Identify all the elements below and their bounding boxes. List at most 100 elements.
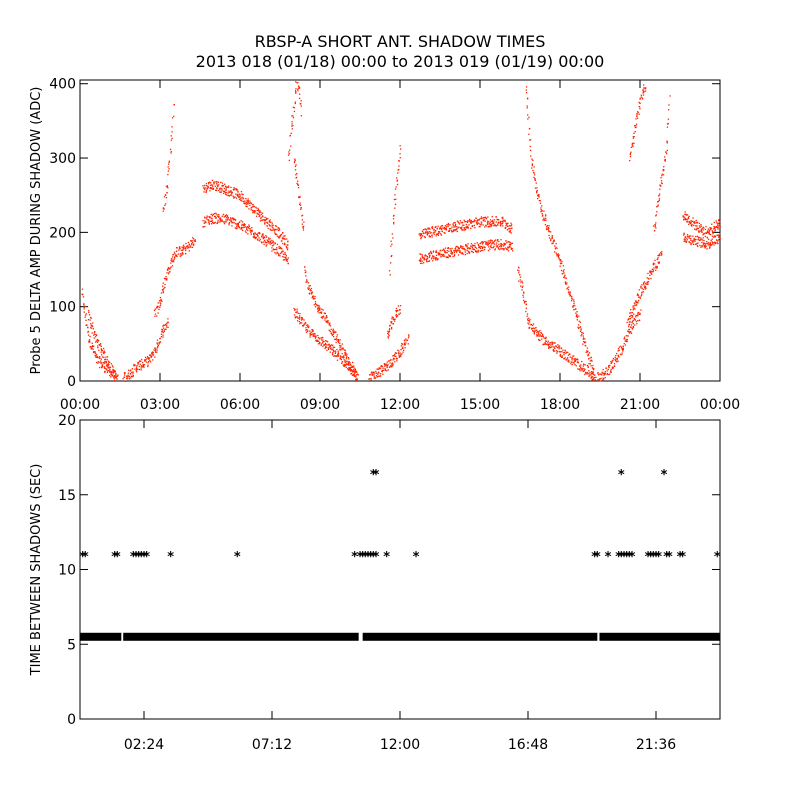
data-point — [641, 287, 643, 289]
data-point — [445, 252, 447, 254]
data-point — [174, 257, 176, 259]
data-point — [392, 218, 395, 220]
data-point — [456, 250, 458, 252]
data-point — [283, 256, 285, 258]
asterisk-point: * — [79, 550, 86, 565]
data-point — [440, 227, 442, 230]
data-point — [314, 295, 316, 298]
data-point — [355, 371, 357, 373]
data-point — [525, 300, 527, 303]
data-point — [719, 221, 721, 223]
data-point — [646, 277, 648, 279]
data-point — [340, 349, 342, 351]
data-point — [115, 377, 117, 379]
data-point — [550, 342, 552, 344]
data-point — [617, 360, 619, 362]
data-point — [615, 355, 617, 357]
data-point — [95, 354, 97, 356]
data-point — [334, 338, 336, 340]
data-point — [579, 368, 581, 370]
data-point — [205, 183, 208, 185]
data-point — [392, 359, 394, 361]
data-point — [105, 365, 108, 367]
data-point — [654, 230, 656, 232]
data-point — [541, 213, 543, 215]
data-point — [468, 251, 471, 253]
data-point — [657, 254, 659, 257]
data-point — [436, 228, 438, 230]
data-point — [629, 315, 631, 317]
data-point — [704, 247, 706, 249]
data-point — [160, 298, 162, 301]
data-point — [148, 358, 150, 360]
asterisk-point: * — [357, 550, 364, 565]
data-point — [465, 229, 467, 231]
data-point — [429, 254, 431, 257]
data-point — [509, 245, 511, 247]
data-point — [480, 224, 482, 226]
data-point — [489, 248, 491, 250]
data-point — [628, 321, 630, 323]
data-point — [138, 365, 141, 368]
data-point — [395, 352, 397, 354]
data-point — [394, 352, 397, 354]
data-point — [254, 210, 257, 212]
data-point — [685, 241, 687, 243]
data-point — [638, 106, 640, 108]
data-point — [293, 314, 296, 316]
data-point — [452, 224, 455, 227]
data-point — [101, 365, 103, 367]
data-point — [616, 361, 618, 363]
data-point — [380, 373, 382, 375]
data-point — [171, 126, 173, 128]
data-point — [87, 319, 90, 321]
data-point — [394, 203, 397, 205]
data-point — [624, 344, 627, 346]
data-point — [696, 242, 698, 245]
data-point — [662, 170, 664, 172]
data-point — [249, 228, 251, 230]
data-point — [356, 378, 358, 380]
data-point — [344, 354, 346, 356]
data-point — [255, 237, 257, 240]
data-point — [397, 349, 399, 351]
data-point — [173, 251, 176, 253]
data-point — [216, 215, 219, 217]
data-point — [630, 146, 633, 148]
data-point — [696, 235, 698, 237]
data-point — [378, 367, 380, 369]
data-point — [280, 246, 282, 248]
data-point — [345, 352, 347, 354]
data-point — [573, 362, 575, 364]
data-point — [480, 216, 483, 218]
data-point — [392, 355, 394, 357]
data-point — [259, 220, 261, 222]
data-point — [101, 364, 104, 366]
data-point — [239, 196, 241, 198]
data-point — [473, 220, 475, 223]
data-point — [430, 232, 432, 234]
data-point — [318, 312, 320, 314]
data-point — [184, 252, 187, 255]
data-point — [161, 329, 164, 331]
data-point — [628, 316, 631, 318]
data-point — [278, 227, 280, 229]
data-point — [439, 254, 441, 256]
data-point — [714, 236, 716, 238]
data-point — [590, 376, 593, 378]
data-point — [373, 371, 375, 373]
data-point — [647, 283, 649, 285]
data-point — [193, 238, 195, 240]
top-panel-xtick-label: 12:00 — [380, 397, 420, 413]
data-point — [478, 245, 480, 247]
data-point — [99, 343, 102, 345]
data-point — [348, 358, 350, 360]
data-point — [652, 269, 655, 271]
data-point — [444, 232, 446, 234]
data-point — [690, 238, 692, 240]
data-point — [164, 194, 167, 196]
data-point — [579, 330, 582, 333]
data-point — [339, 346, 341, 348]
data-point — [218, 215, 220, 217]
data-point — [574, 305, 576, 307]
